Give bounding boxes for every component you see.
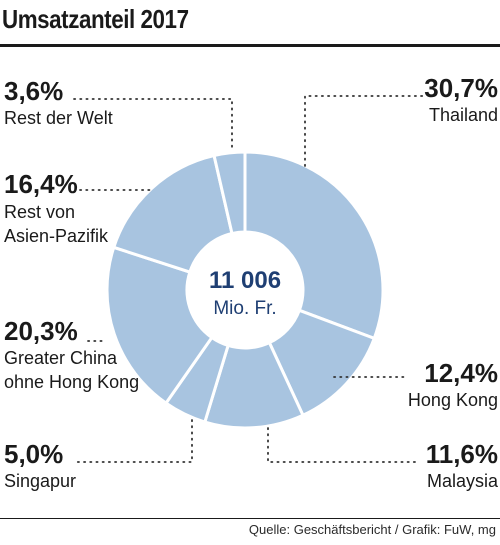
pct-singapur: 5,0% [4, 439, 63, 469]
leader-malaysia [267, 427, 419, 463]
leader-rest-der-welt [73, 98, 233, 151]
label-thailand: Thailand [429, 105, 498, 125]
leader-thailand [304, 95, 425, 167]
donut-chart: 11 006 Mio. Fr. 30,7%Thailand 12,4%Hong Kon… [4, 73, 499, 491]
label-hong-kong: Hong Kong [408, 390, 498, 410]
label-rest-der-welt: Rest der Welt [4, 108, 113, 128]
slice-rest-der-welt [212, 150, 247, 236]
label-rest-von-asien-pazifik: Rest von [4, 202, 75, 222]
center-unit: Mio. Fr. [213, 298, 276, 319]
slice-rest-von-asien-pazifik [111, 153, 234, 274]
source-note: Quelle: Geschäftsbericht / Grafik: FuW, … [248, 522, 496, 537]
title-rule [0, 44, 500, 47]
slice-greater-china-ohne-hong-kong [105, 245, 214, 406]
page-title: Umsatzanteil 2017 [2, 4, 189, 34]
pct-hong-kong: 12,4% [424, 358, 498, 388]
pct-rest-von-asien-pazifik: 16,4% [4, 169, 78, 199]
slice-thailand [243, 150, 385, 341]
label-greater-china-ohne-hong-kong: ohne Hong Kong [4, 372, 139, 392]
center-total: 11 006 [209, 267, 281, 294]
pct-rest-der-welt: 3,6% [4, 76, 63, 106]
label-malaysia: Malaysia [427, 471, 499, 491]
label-singapur: Singapur [4, 471, 76, 491]
leader-singapur [73, 419, 193, 463]
footer-rule [0, 518, 500, 519]
label-greater-china-ohne-hong-kong: Greater China [4, 348, 118, 368]
label-rest-von-asien-pazifik: Asien-Pazifik [4, 226, 109, 246]
pct-thailand: 30,7% [424, 73, 498, 103]
pct-malaysia: 11,6% [426, 439, 498, 469]
pct-greater-china-ohne-hong-kong: 20,3% [4, 316, 78, 346]
